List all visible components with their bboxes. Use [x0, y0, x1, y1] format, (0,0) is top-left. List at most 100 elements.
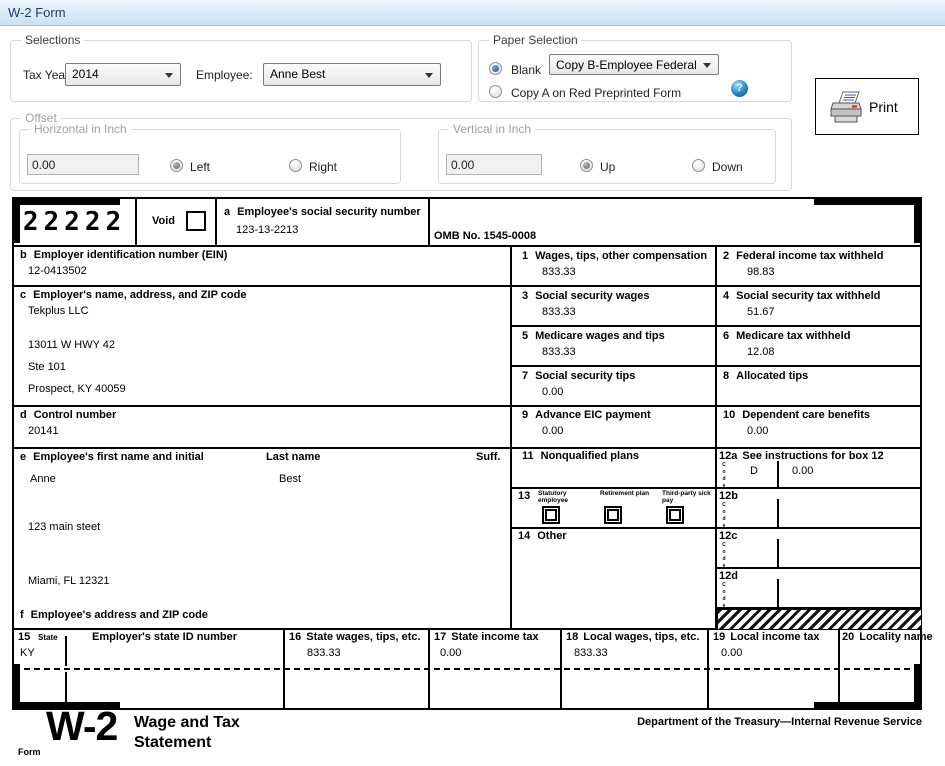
box-15-number: 15 — [18, 631, 31, 643]
down-radio[interactable] — [692, 159, 705, 172]
paper-selection-group: Paper Selection Blank Copy B-Employee Fe… — [478, 33, 792, 102]
box-18-value: 833.33 — [574, 647, 608, 659]
divider-line — [14, 245, 920, 247]
up-radio[interactable] — [580, 159, 593, 172]
offset-group: Offset Horizontal in Inch Left Right Ver… — [10, 111, 792, 191]
void-checkbox — [186, 211, 206, 231]
box-2-value: 98.83 — [747, 266, 775, 278]
divider-line — [14, 285, 920, 287]
box-c-label: Employer's name, address, and ZIP code — [33, 289, 247, 301]
print-button[interactable]: Print — [815, 78, 919, 135]
box-19-label: Local income tax — [730, 631, 820, 643]
box-a-value: 123-13-2213 — [236, 224, 299, 236]
copy-type-dropdown[interactable]: Copy B-Employee Federal — [549, 54, 719, 75]
corner-mark — [914, 199, 920, 243]
box-1-label: Wages, tips, other compensation — [535, 250, 708, 262]
divider-line — [428, 199, 430, 245]
chevron-down-icon — [703, 62, 711, 68]
employer-name: Tekplus LLC — [28, 305, 89, 317]
box-15-state-label: State — [38, 633, 58, 642]
right-radio[interactable] — [289, 159, 302, 172]
footer-title-line1: Wage and Tax — [134, 714, 240, 731]
down-radio-label: Down — [712, 160, 743, 174]
divider-line — [14, 447, 920, 449]
box-9-number: 9 — [522, 409, 529, 421]
box-12d-code-label: Code — [721, 582, 727, 610]
box-17-label: State income tax — [451, 631, 539, 643]
divider-line — [510, 245, 512, 628]
box-16-number: 16 — [289, 631, 302, 643]
window-title: W-2 Form — [8, 5, 66, 20]
employee-dropdown[interactable]: Anne Best — [263, 63, 441, 86]
employer-address-1: 13011 W HWY 42 — [28, 339, 116, 351]
box-12b-number: 12b — [719, 490, 738, 502]
box-20-label: Locality name — [859, 631, 933, 643]
help-icon[interactable]: ? — [731, 80, 748, 97]
box-4-label: Social security tax withheld — [736, 290, 881, 302]
tax-year-label: Tax Year: — [23, 68, 73, 82]
box-b-letter: b — [20, 249, 27, 261]
tax-year-dropdown[interactable]: 2014 — [65, 63, 181, 86]
box-6-number: 6 — [723, 330, 730, 342]
corner-mark — [14, 702, 120, 708]
third-party-sick-pay-label: Third-party sick pay — [662, 490, 711, 504]
divider-line — [560, 628, 562, 708]
w2-form-preview: 22222 Void a Employee's social security n… — [12, 197, 933, 710]
box-7-label: Social security tips — [535, 370, 636, 382]
box-b-label: Employer identification number (EIN) — [33, 249, 228, 261]
copy-type-value: Copy B-Employee Federal — [556, 58, 697, 72]
hatched-area — [717, 609, 922, 630]
vertical-offset-label: Vertical in Inch — [449, 122, 536, 136]
footer-title-line2: Statement — [134, 734, 212, 751]
left-radio[interactable] — [170, 159, 183, 172]
box-2-label: Federal income tax withheld — [736, 250, 884, 262]
horizontal-offset-label: Horizontal in Inch — [30, 122, 131, 136]
void-label: Void — [152, 215, 176, 227]
divider-line — [715, 567, 920, 569]
box-12c-number: 12c — [719, 530, 738, 542]
vertical-offset-input[interactable] — [446, 154, 542, 175]
box-d-label: Control number — [33, 409, 117, 421]
horizontal-offset-input[interactable] — [27, 154, 139, 175]
box-5-label: Medicare wages and tips — [535, 330, 665, 342]
box-4-value: 51.67 — [747, 306, 775, 318]
statutory-employee-checkbox — [542, 506, 560, 524]
divider-line — [14, 405, 920, 407]
footer-w2-mark: W-2 — [46, 703, 118, 749]
divider-line — [428, 628, 430, 708]
copy-a-radio[interactable] — [489, 85, 502, 98]
divider-line — [135, 199, 137, 245]
chevron-down-icon — [425, 72, 433, 78]
box-9-label: Advance EIC payment — [535, 409, 651, 421]
box-d-letter: d — [20, 409, 27, 421]
chevron-down-icon — [165, 72, 173, 78]
box-19-value: 0.00 — [721, 647, 743, 659]
box-e-letter: e — [20, 451, 27, 463]
box-3-value: 833.33 — [542, 306, 576, 318]
box-20-number: 20 — [842, 631, 855, 643]
box-b-value: 12-0413502 — [28, 265, 87, 277]
box-10-label: Dependent care benefits — [742, 409, 871, 421]
box-1-number: 1 — [522, 250, 529, 262]
divider-line — [777, 579, 779, 607]
employee-city-state-zip: Miami, FL 12321 — [28, 575, 110, 587]
paper-selection-group-label: Paper Selection — [489, 33, 582, 47]
box-13-number: 13 — [518, 490, 531, 502]
printer-icon — [830, 91, 862, 123]
box-19-number: 19 — [713, 631, 726, 643]
box-12b-code-label: Code — [721, 502, 727, 530]
box-4-number: 4 — [723, 290, 730, 302]
blank-radio[interactable] — [489, 62, 502, 75]
retirement-plan-checkbox — [604, 506, 622, 524]
box-12a-code-value: D — [750, 465, 758, 477]
box-3-number: 3 — [522, 290, 529, 302]
box-11-label: Nonqualified plans — [540, 450, 640, 462]
box-7-number: 7 — [522, 370, 529, 382]
divider-line — [777, 539, 779, 567]
offset-group-label: Offset — [21, 111, 61, 125]
corner-mark — [14, 199, 120, 205]
box-c-letter: c — [20, 289, 27, 301]
right-radio-label: Right — [309, 160, 338, 174]
print-button-label: Print — [869, 99, 898, 115]
box-6-label: Medicare tax withheld — [736, 330, 851, 342]
